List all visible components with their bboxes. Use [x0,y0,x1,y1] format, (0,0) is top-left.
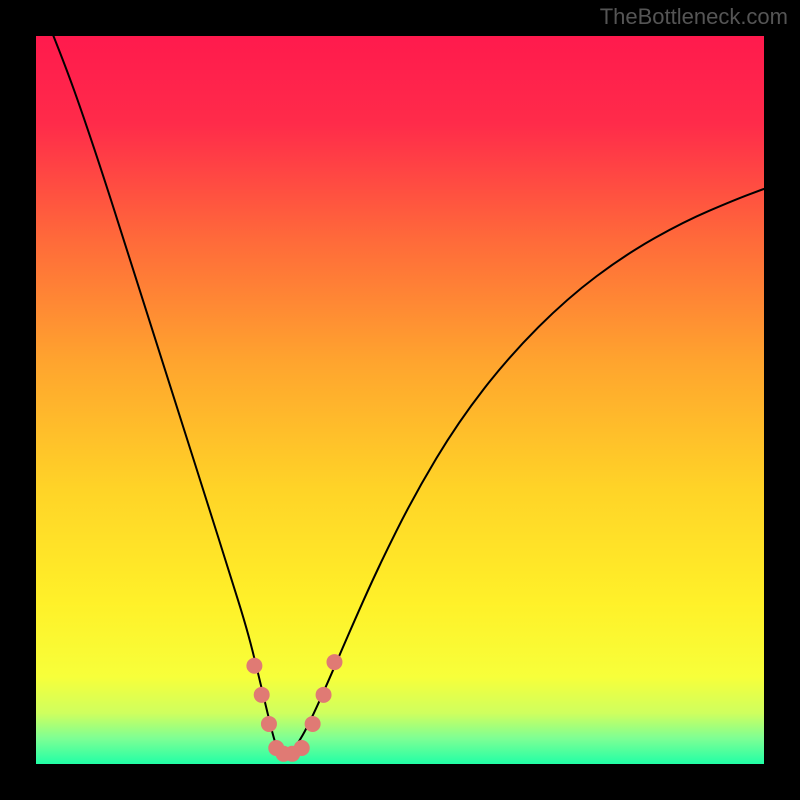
curve-marker [247,658,262,673]
curve-marker [294,740,309,755]
curve-marker [305,716,320,731]
curve-marker [254,687,269,702]
curve-marker [327,655,342,670]
chart-stage: TheBottleneck.com [0,0,800,800]
curve-marker [316,687,331,702]
plot-background-gradient [36,36,764,764]
bottleneck-curve-chart [0,0,800,800]
curve-marker [261,716,276,731]
